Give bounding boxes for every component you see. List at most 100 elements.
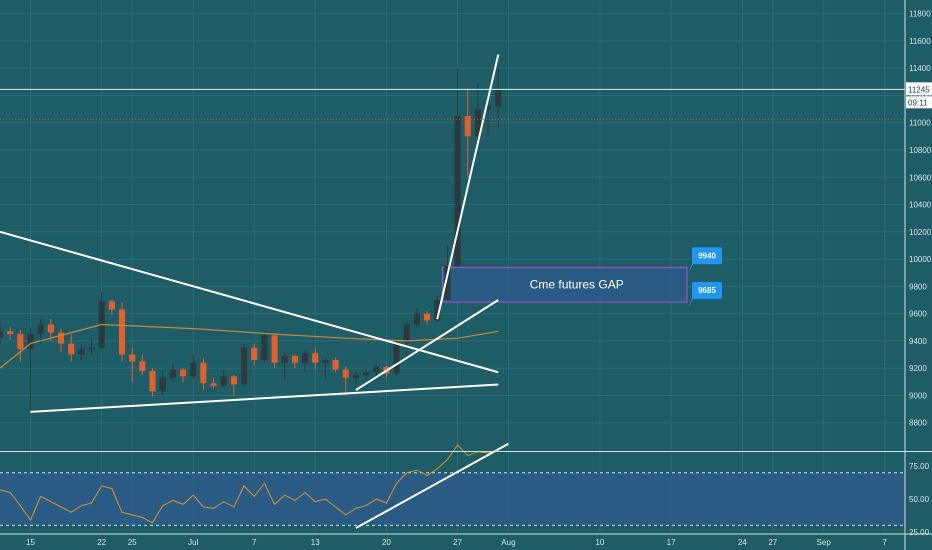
x-tick-label: 7: [252, 538, 257, 547]
y-tick-label: 10600: [909, 173, 932, 182]
y-tick-label: 10200: [909, 228, 932, 237]
callout-top-text: 9940: [698, 251, 716, 260]
candle-body: [485, 106, 492, 110]
gap-label: Cme futures GAP: [530, 278, 624, 292]
rsi-pane: [0, 442, 905, 529]
candle-body: [474, 109, 481, 137]
x-tick-label: 20: [382, 538, 391, 547]
candle-body: [169, 369, 176, 378]
y-tick-label: 11600: [909, 37, 931, 46]
candle-body: [464, 115, 471, 137]
x-tick-label: Sep: [817, 538, 832, 547]
x-tick-label: 7: [882, 538, 887, 547]
candle-body: [17, 334, 24, 350]
candle-body: [424, 313, 431, 321]
callout-bottom-box: [692, 282, 722, 300]
candle-body: [322, 360, 329, 363]
y-tick-label: 10400: [909, 201, 932, 210]
candle-body: [200, 362, 207, 384]
candle-body: [179, 369, 187, 377]
candle-body: [210, 383, 217, 386]
x-tick-label: 10: [595, 538, 604, 547]
price-callouts: 9940 9685: [688, 247, 722, 309]
countdown-tag: [906, 96, 932, 109]
gap-zone: Cme futures GAP: [441, 266, 688, 303]
candle-body: [190, 362, 197, 377]
trendline: [0, 230, 499, 374]
candle-body: [271, 335, 278, 363]
candle-body: [27, 334, 34, 350]
trendline: [436, 54, 500, 320]
y-tick-label: 9400: [909, 337, 927, 346]
x-tick-label: 15: [26, 538, 35, 547]
callout-bottom-text: 9685: [698, 286, 716, 295]
y-tick-label: 9200: [909, 364, 927, 373]
x-tick-label: 27: [768, 538, 777, 547]
candle-body: [312, 353, 319, 363]
y-tick-label: 11400: [909, 64, 931, 73]
y-tick-label: 9800: [909, 282, 927, 291]
last-price-tag: [906, 82, 932, 96]
y-tick-label: 9600: [909, 310, 927, 319]
last-price-value: 11245: [908, 85, 930, 94]
candle-body: [454, 115, 461, 266]
x-tick-label: 13: [311, 538, 320, 547]
x-tick-label: Jul: [188, 538, 198, 547]
candle-body: [108, 301, 115, 310]
candle-body: [444, 265, 451, 300]
candle-body: [302, 353, 309, 363]
candle-body: [159, 377, 166, 392]
candle-body: [291, 355, 298, 363]
candle-body: [230, 376, 237, 385]
rsi-tick-label: 75.00: [909, 462, 930, 471]
x-tick-label: 25: [128, 538, 137, 547]
rsi-tick-label: 25.00: [909, 528, 930, 537]
candle-body: [261, 335, 268, 360]
candle-body: [363, 372, 370, 375]
y-tick-label: 11000: [909, 119, 931, 128]
candle-body: [352, 375, 359, 378]
y-tick-label: 11800: [909, 10, 931, 19]
x-tick-label: 27: [453, 538, 462, 547]
candle-body: [68, 343, 75, 355]
y-tick-label: 8800: [909, 419, 927, 428]
x-tick-label: 24: [738, 538, 747, 547]
candle-body: [149, 370, 156, 392]
candle-body: [37, 324, 44, 335]
rsi-tick-label: 50.00: [909, 495, 930, 504]
candle-body: [434, 300, 441, 321]
candle-body: [342, 369, 349, 378]
candle-body: [413, 313, 420, 325]
candle-body: [118, 309, 126, 355]
x-tick-label: Aug: [501, 538, 515, 547]
candle-body: [47, 324, 54, 333]
candle-body: [495, 89, 502, 107]
x-tick-label: 17: [667, 538, 676, 547]
moving-average: [0, 323, 499, 369]
callout-top-box: [692, 247, 722, 265]
moving-average-line: [0, 323, 499, 369]
y-tick-label: 9000: [909, 391, 927, 400]
y-tick-label: 11200: [909, 91, 931, 100]
x-tick-label: 22: [97, 538, 106, 547]
candle-body: [78, 349, 85, 355]
candle-body: [393, 342, 400, 374]
trendline: [355, 299, 499, 391]
rsi-line: [0, 444, 499, 524]
candle-body: [139, 361, 146, 371]
candle-body: [88, 347, 95, 350]
candle-body: [0, 331, 4, 339]
candle-body: [220, 376, 227, 386]
candle-body: [373, 366, 380, 373]
gap-rectangle: [441, 266, 688, 303]
rsi-band: [0, 472, 905, 526]
candle-body: [240, 347, 248, 385]
y-tick-label: 10800: [909, 146, 932, 155]
candle-body: [129, 354, 136, 362]
candle-body: [7, 331, 14, 335]
candle-body: [332, 360, 339, 370]
candle-body: [281, 355, 288, 363]
rsi-trendline: [355, 442, 509, 529]
